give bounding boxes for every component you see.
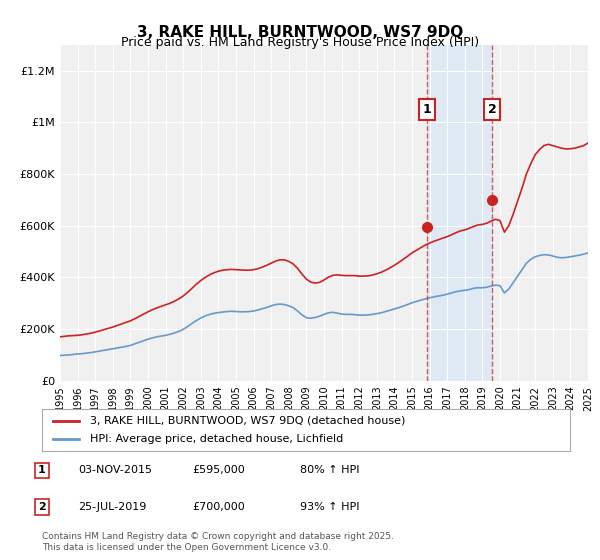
- Text: 80% ↑ HPI: 80% ↑ HPI: [300, 465, 359, 475]
- Text: 2: 2: [488, 103, 497, 116]
- Text: Price paid vs. HM Land Registry's House Price Index (HPI): Price paid vs. HM Land Registry's House …: [121, 36, 479, 49]
- Text: 03-NOV-2015: 03-NOV-2015: [78, 465, 152, 475]
- Text: 1: 1: [422, 103, 431, 116]
- Bar: [427, 45, 492, 381]
- Text: 3, RAKE HILL, BURNTWOOD, WS7 9DQ (detached house): 3, RAKE HILL, BURNTWOOD, WS7 9DQ (detach…: [89, 416, 405, 426]
- Text: £700,000: £700,000: [192, 502, 245, 512]
- Text: £595,000: £595,000: [192, 465, 245, 475]
- Text: Contains HM Land Registry data © Crown copyright and database right 2025.
This d: Contains HM Land Registry data © Crown c…: [42, 532, 394, 552]
- Text: 1: 1: [38, 465, 46, 475]
- Text: 93% ↑ HPI: 93% ↑ HPI: [300, 502, 359, 512]
- Text: 3, RAKE HILL, BURNTWOOD, WS7 9DQ: 3, RAKE HILL, BURNTWOOD, WS7 9DQ: [137, 25, 463, 40]
- Text: HPI: Average price, detached house, Lichfield: HPI: Average price, detached house, Lich…: [89, 434, 343, 444]
- Text: 25-JUL-2019: 25-JUL-2019: [78, 502, 146, 512]
- Text: 2: 2: [38, 502, 46, 512]
